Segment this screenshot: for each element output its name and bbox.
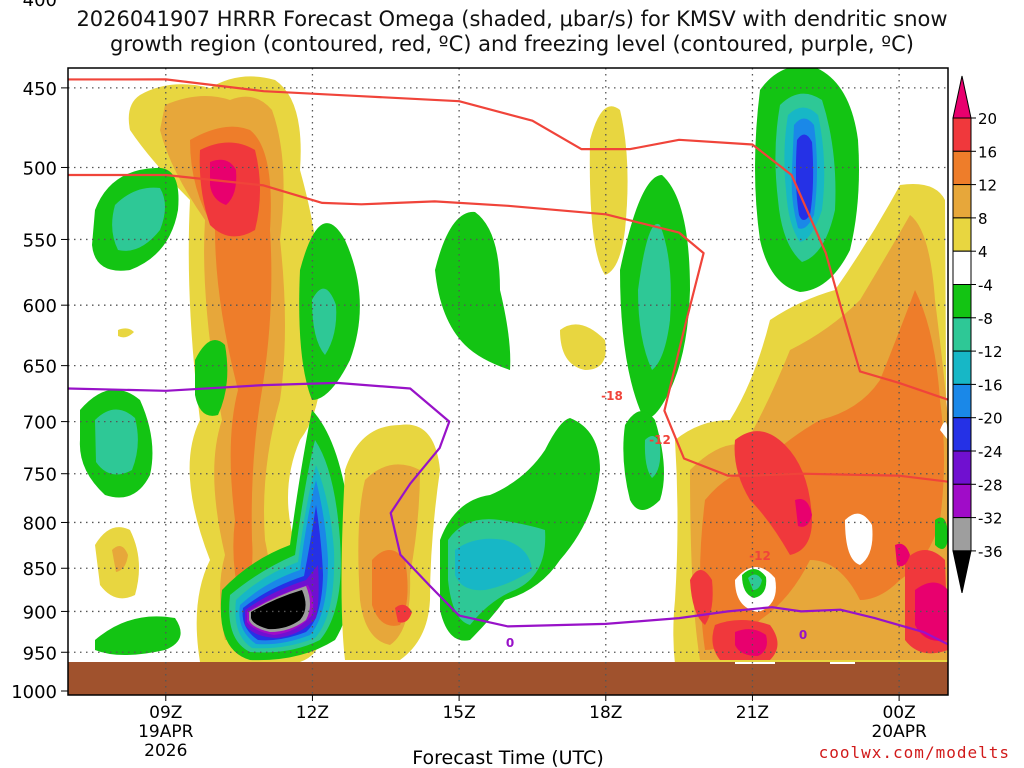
omega-region xyxy=(795,499,812,527)
omega-region xyxy=(735,629,767,656)
contour-label: -12 xyxy=(649,433,671,447)
x-tick-label: 00Z xyxy=(882,703,915,723)
omega-region xyxy=(700,290,944,650)
y-tick-label: 600 xyxy=(23,296,57,317)
colorbar-swatch xyxy=(952,117,972,152)
colorbar-label: -32 xyxy=(978,510,1003,528)
contour-label: -18 xyxy=(601,389,623,403)
omega-region xyxy=(748,574,762,590)
colorbar-swatch xyxy=(952,150,972,186)
contour-line xyxy=(68,173,948,483)
y-tick-label: 950 xyxy=(23,643,57,664)
y-axis-pressure-labels: 2503003504004505005506006507007508008509… xyxy=(11,0,68,703)
x-tick-sublabel: 20APR xyxy=(871,722,927,742)
omega-region xyxy=(940,422,948,440)
y-tick-label: 550 xyxy=(23,230,57,251)
x-tick-label: 12Z xyxy=(296,703,329,723)
omega-region xyxy=(95,409,138,475)
colorbar-swatch xyxy=(952,450,972,485)
colorbar-label: 12 xyxy=(978,177,997,195)
colorbar-label: -12 xyxy=(978,343,1003,361)
colorbar-swatch xyxy=(952,550,972,594)
colorbar-label: -36 xyxy=(978,543,1003,561)
colorbar-swatch xyxy=(952,217,972,252)
y-tick-label: 400 xyxy=(23,0,57,11)
omega-region xyxy=(251,590,306,630)
chart-title-line2: growth region (contoured, red, ºC) and f… xyxy=(110,32,914,56)
terrain-below-surface xyxy=(68,662,948,695)
contour-line xyxy=(68,381,948,646)
omega-region xyxy=(845,513,873,565)
credit-text: coolwx.com/modelts xyxy=(818,743,1010,762)
colorbar-label: -28 xyxy=(978,476,1003,494)
omega-region xyxy=(112,546,128,572)
colorbar-label: 20 xyxy=(978,110,997,128)
contour-line xyxy=(68,78,948,401)
omega-region xyxy=(560,324,606,370)
colorbar-label: -4 xyxy=(978,277,993,295)
y-tick-label: 750 xyxy=(23,465,57,486)
omega-shading xyxy=(68,68,948,695)
colorbar-label: -16 xyxy=(978,376,1003,394)
x-tick-label: 15Z xyxy=(442,703,475,723)
omega-region xyxy=(734,431,812,555)
x-tick-label: 09Z xyxy=(149,703,182,723)
y-tick-label: 500 xyxy=(23,158,57,179)
omega-region xyxy=(435,211,511,370)
y-tick-label: 800 xyxy=(23,513,57,534)
omega-region xyxy=(118,328,134,338)
colorbar-label: 4 xyxy=(978,243,988,261)
colorbar-swatch xyxy=(952,350,972,385)
omega-region xyxy=(190,126,272,601)
x-tick-sublabel: 19APR xyxy=(138,722,194,742)
omega-region xyxy=(112,187,165,251)
y-tick-label: 850 xyxy=(23,559,57,580)
colorbar-legend: 20 16 12 8 4 -4 -8 -12 -16 -20 -24 -28 -32 -36 xyxy=(952,75,1003,594)
omega-region xyxy=(638,223,671,370)
colorbar-swatch xyxy=(952,383,972,419)
colorbar-swatch xyxy=(952,250,972,285)
colorbar-swatch xyxy=(952,417,972,452)
omega-region xyxy=(95,616,181,655)
omega-region xyxy=(210,159,237,205)
omega-region xyxy=(690,570,713,625)
contour-label: 0 xyxy=(799,628,807,642)
colorbar-swatch xyxy=(952,517,972,552)
omega-region xyxy=(395,604,412,623)
x-tick-label: 21Z xyxy=(736,703,769,723)
omega-region xyxy=(623,411,664,510)
omega-region xyxy=(915,582,948,641)
y-tick-label: 650 xyxy=(23,357,57,378)
colorbar-label: -24 xyxy=(978,443,1003,461)
plot-frame xyxy=(67,67,949,696)
omega-region xyxy=(644,436,661,478)
colorbar-label: 8 xyxy=(978,210,988,228)
chart-title-line1: 2026041907 HRRR Forecast Omega (shaded, … xyxy=(76,7,948,31)
colorbar-swatch xyxy=(952,483,972,519)
y-tick-label: 700 xyxy=(23,413,57,434)
colorbar-label: -20 xyxy=(978,410,1003,428)
contour-label: 0 xyxy=(506,636,514,650)
omega-region xyxy=(195,340,228,416)
colorbar-swatch xyxy=(952,75,972,119)
y-tick-label: 450 xyxy=(23,79,57,100)
colorbar-label: -8 xyxy=(978,310,993,328)
x-axis-title: Forecast Time (UTC) xyxy=(412,747,603,768)
omega-region xyxy=(795,134,814,220)
x-tick-label: 18Z xyxy=(589,703,622,723)
colorbar-swatch xyxy=(952,284,972,319)
omega-region xyxy=(935,517,948,549)
colorbar-swatch xyxy=(952,317,972,352)
omega-region xyxy=(455,538,532,591)
contour-lines: -18 -12 -12 0 0 xyxy=(68,78,948,650)
omega-region xyxy=(312,288,337,355)
contour-label: -12 xyxy=(749,549,771,563)
colorbar-swatch xyxy=(952,184,972,219)
x-tick-sublabel: 2026 xyxy=(144,741,187,761)
y-tick-label: 900 xyxy=(23,602,57,623)
colorbar-label: 16 xyxy=(978,143,997,161)
y-tick-label: 1000 xyxy=(11,682,57,703)
